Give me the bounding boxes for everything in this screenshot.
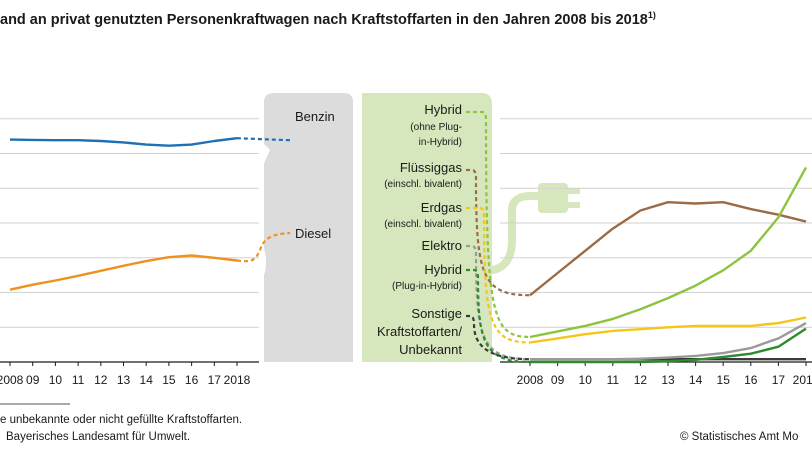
legend-fluessiggas-sub: (einschl. bivalent) <box>384 179 462 190</box>
chart1-x-tick-label: 17 <box>208 373 222 387</box>
chart1-lines <box>9 137 291 291</box>
chart2-x-tick-label: 10 <box>579 373 593 387</box>
legend-erdgas-title: Erdgas <box>421 200 463 215</box>
chart1-x-tick-label: 12 <box>94 373 108 387</box>
chart2-x-tick-label: 14 <box>689 373 703 387</box>
legend-hybrid-plugin-title: Hybrid <box>424 262 462 277</box>
title-superscript: 1) <box>648 10 656 20</box>
connector-hybrid-plugin <box>466 268 531 364</box>
footnote: e unbekannte oder nicht gefüllte Kraftst… <box>0 414 242 426</box>
legend-fluessiggas-title: Flüssiggas <box>400 160 463 175</box>
charging-plug-icon <box>538 183 568 213</box>
chart1-x-tick-label: 16 <box>185 373 199 387</box>
chart2-legend: Hybrid (ohne Plug- in-Hybrid) Flüssiggas… <box>377 102 463 357</box>
copyright: © Statistisches Amt Mo <box>680 431 798 443</box>
chart2-x-tick-label: 2008 <box>517 373 544 387</box>
chart1-x-tick-label: 2018 <box>224 373 251 387</box>
legend-hybrid-plugin-sub: (Plug-in-Hybrid) <box>392 281 462 292</box>
legend-hybrid-ohne-sub1: (ohne Plug- <box>410 122 462 133</box>
pump-green-body <box>362 93 492 362</box>
legend-sonstige-line2: Kraftstoffarten/ <box>377 324 462 339</box>
source: Bayerisches Landesamt für Umwelt. <box>6 431 190 443</box>
series-line-elektro <box>530 322 807 361</box>
connector-elektro <box>466 244 531 361</box>
legend-diesel: Diesel <box>295 226 331 241</box>
fuel-nozzle-head <box>252 142 270 168</box>
charging-cable-icon <box>488 192 544 274</box>
chart2-lines <box>529 166 808 364</box>
chart1-x-tick-label: 09 <box>26 373 40 387</box>
fuel-pump-green <box>362 93 580 362</box>
chart-title: and an privat genutzten Personenkraftwag… <box>0 10 656 28</box>
legend-sonstige-line1: Sonstige <box>411 306 462 321</box>
chart1-x-tick-label: 14 <box>140 373 154 387</box>
plug-pin-bottom <box>566 202 580 208</box>
chart2-x-tick-label: 17 <box>772 373 786 387</box>
chart1-x-tick-label: 11 <box>72 373 85 387</box>
connector-hybrid-ohne-plugin <box>466 110 531 339</box>
chart1-x-tick-label: 13 <box>117 373 131 387</box>
chart1-x-tick-label: 2008 <box>0 373 24 387</box>
series-line-diesel <box>9 254 238 291</box>
connector-fluessiggas <box>466 168 531 297</box>
chart2-x-ticks: 2008 09 10 11 12 13 14 15 16 17 2018 <box>517 362 812 387</box>
legend-sonstige-line3: Unbekannt <box>399 342 462 357</box>
legend-hybrid-ohne-title: Hybrid <box>424 102 462 117</box>
chart2-x-tick-label: 11 <box>607 373 620 387</box>
fuel-nozzle-icon <box>237 146 268 288</box>
chart2-x-tick-label: 12 <box>634 373 648 387</box>
chart1-gridlines <box>0 118 259 363</box>
legend-hybrid-ohne-sub2: in-Hybrid) <box>419 137 462 148</box>
chart2-x-tick-label: 15 <box>717 373 731 387</box>
series-line-hybrid-ohne-plugin <box>529 166 808 339</box>
series-line-fluessiggas <box>529 200 807 297</box>
chart2-x-tick-label: 2018 <box>793 373 812 387</box>
pump-gray-body <box>264 93 353 362</box>
legend-benzin: Benzin <box>295 109 335 124</box>
fuel-pump-gray <box>237 93 353 362</box>
legend-elektro: Elektro <box>422 238 462 253</box>
chart2-x-tick-label: 09 <box>551 373 565 387</box>
plug-pin-top <box>566 188 580 194</box>
chart2-x-tick-label: 16 <box>744 373 758 387</box>
chart2-x-tick-label: 13 <box>661 373 675 387</box>
chart1-x-tick-label: 15 <box>162 373 176 387</box>
connector-erdgas <box>466 206 531 344</box>
chart1-x-tick-label: 10 <box>49 373 63 387</box>
legend-erdgas-sub: (einschl. bivalent) <box>384 219 462 230</box>
series-line-erdgas <box>529 316 807 344</box>
series-line-benzin <box>9 137 238 147</box>
leader-diesel <box>236 231 291 263</box>
legend-connectors <box>466 110 531 364</box>
series-line-hybrid-plugin <box>530 327 807 364</box>
